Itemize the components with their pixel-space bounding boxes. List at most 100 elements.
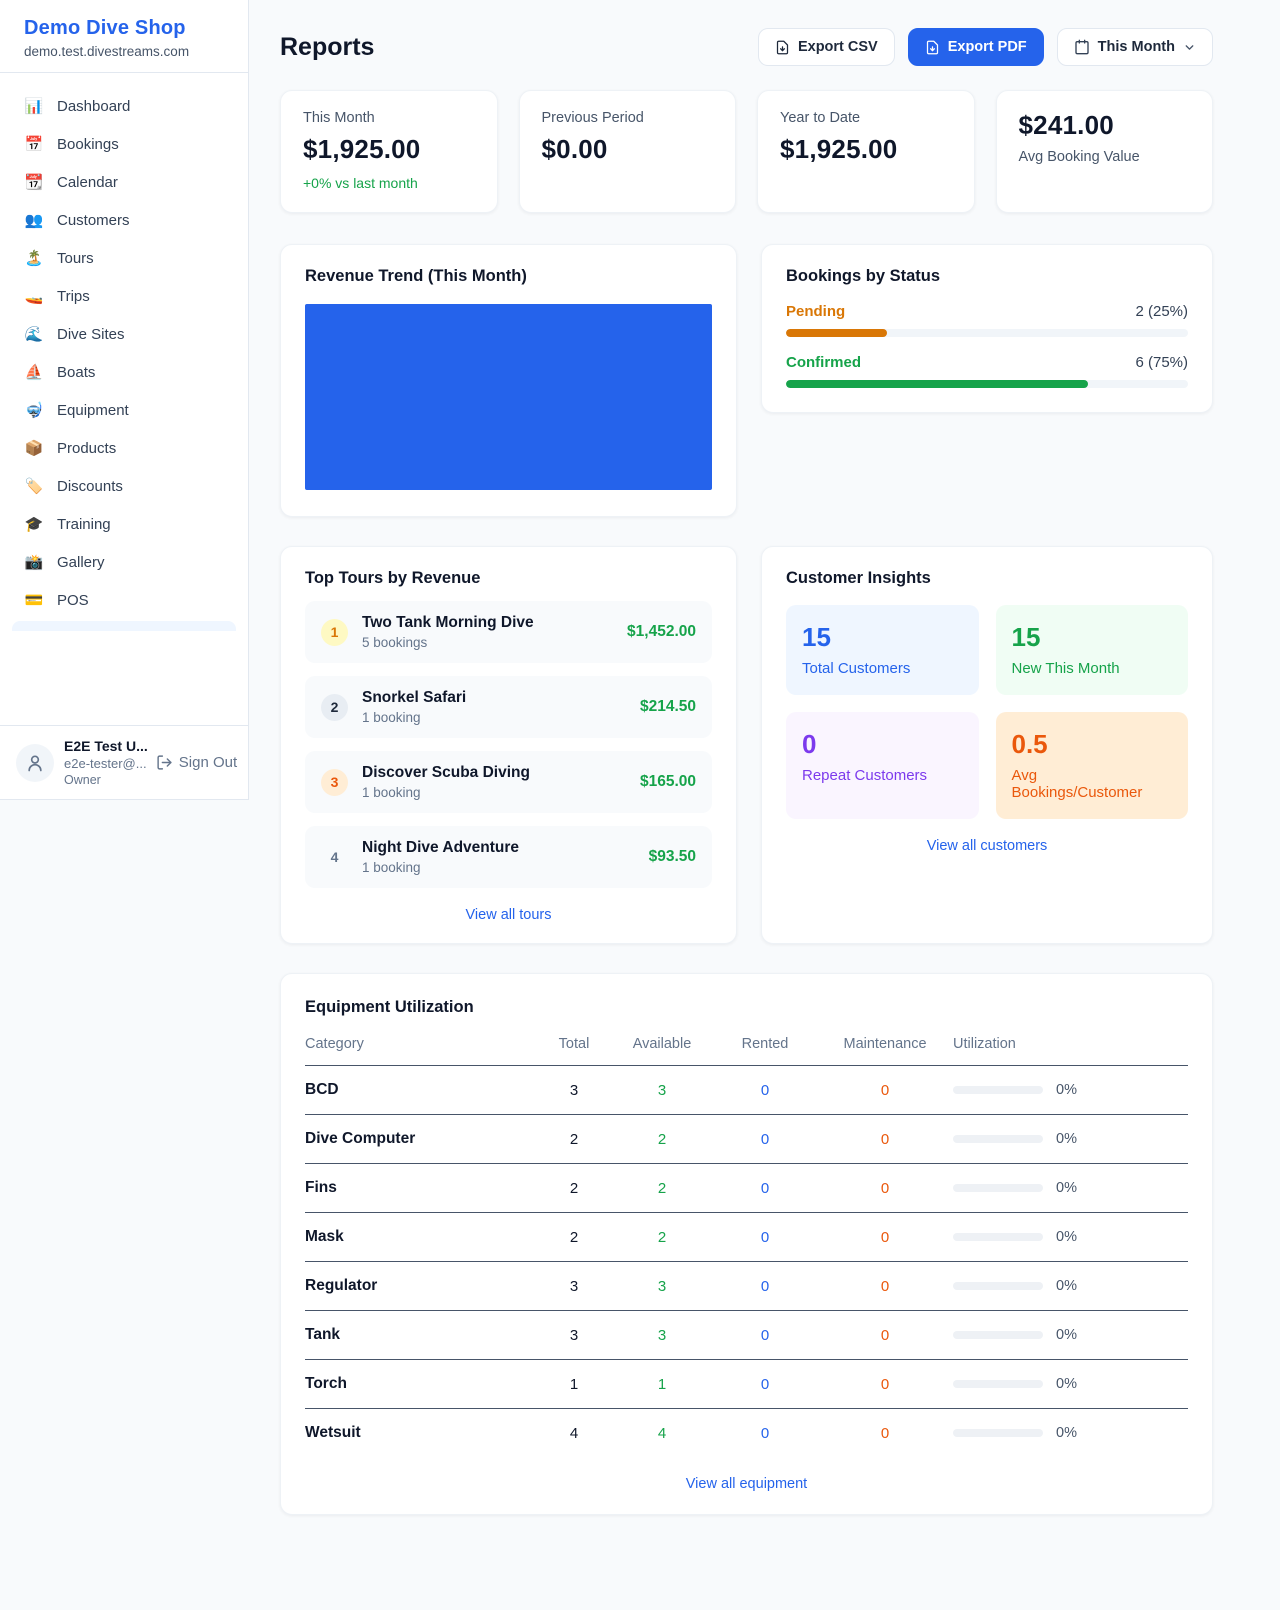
equipment-rented: 0 — [760, 1130, 770, 1148]
revenue-trend-title: Revenue Trend (This Month) — [305, 267, 527, 285]
sidebar-item-label: Dive Sites — [57, 325, 125, 343]
tile-repeat-customers: 0 Repeat Customers — [786, 712, 979, 819]
equipment-available: 3 — [657, 1326, 667, 1344]
tile-value: 15 — [1011, 622, 1041, 652]
sidebar-item-dashboard[interactable]: 📊 Dashboard — [12, 87, 236, 125]
sidebar-item-dive-sites[interactable]: 🌊 Dive Sites — [12, 315, 236, 353]
table-row: Mask 2 2 0 0 0% — [305, 1213, 1188, 1262]
col-category: Category — [305, 1036, 364, 1052]
sidebar-item-label: Trips — [57, 287, 90, 305]
sidebar-item-label: Bookings — [57, 135, 119, 153]
status-count: 6 (75%) — [1135, 354, 1188, 371]
equipment-total: 3 — [569, 1326, 579, 1344]
sidebar-item-label: Dashboard — [57, 97, 131, 115]
view-all-tours-link[interactable]: View all tours — [465, 907, 552, 923]
sidebar-item-calendar[interactable]: 📆 Calendar — [12, 163, 236, 201]
sidebar-item-reports-partial[interactable] — [12, 621, 236, 631]
table-row: Torch 1 1 0 0 0% — [305, 1360, 1188, 1409]
calendar-date-icon: 📅 — [24, 136, 44, 153]
utilization-percent: 0% — [1056, 1327, 1077, 1343]
sidebar-item-trips[interactable]: 🚤 Trips — [12, 277, 236, 315]
sidebar-item-products[interactable]: 📦 Products — [12, 429, 236, 467]
col-maintenance: Maintenance — [843, 1036, 927, 1052]
stat-value: $1,925.00 — [780, 134, 898, 164]
utilization-bar-track — [953, 1233, 1043, 1241]
sidebar-item-tours[interactable]: 🏝️ Tours — [12, 239, 236, 277]
sign-out-label: Sign Out — [178, 754, 238, 771]
equipment-utilization-cell: 0% — [953, 1131, 1188, 1147]
sidebar-item-label: Boats — [57, 363, 96, 381]
tile-value: 15 — [802, 622, 831, 652]
table-row: BCD 3 3 0 0 0% — [305, 1066, 1188, 1115]
view-all-equipment-link[interactable]: View all equipment — [685, 1476, 808, 1492]
sidebar-nav: 📊 Dashboard 📅 Bookings 📆 Calendar 👥 Cust… — [0, 73, 248, 725]
stat-card-year-to-date: Year to Date $1,925.00 — [757, 90, 975, 213]
file-download-icon — [776, 40, 789, 54]
utilization-percent: 0% — [1056, 1376, 1077, 1392]
col-utilization: Utilization — [953, 1036, 1016, 1052]
equipment-utilization-cell: 0% — [953, 1376, 1188, 1392]
credit-card-icon: 💳 — [24, 592, 44, 609]
revenue-trend-card: Revenue Trend (This Month) — [280, 244, 737, 517]
stat-card-previous-period: Previous Period $0.00 — [518, 90, 736, 213]
sign-out-button[interactable]: Sign Out — [156, 754, 237, 771]
status-label: Confirmed — [786, 354, 861, 371]
stat-delta: +0% vs last month — [303, 175, 418, 191]
equipment-maintenance: 0 — [880, 1130, 890, 1148]
equipment-maintenance: 0 — [880, 1179, 890, 1197]
sidebar-item-training[interactable]: 🎓 Training — [12, 505, 236, 543]
chevron-down-icon — [1185, 44, 1194, 50]
status-bar-fill — [786, 329, 887, 337]
speedboat-icon: 🚤 — [24, 288, 44, 305]
equipment-maintenance: 0 — [880, 1375, 890, 1393]
tile-value: 0.5 — [1011, 729, 1048, 759]
sidebar-item-label: Training — [57, 515, 111, 533]
equipment-category: Tank — [305, 1326, 341, 1343]
tear-off-calendar-icon: 📆 — [24, 174, 44, 191]
equipment-utilization-cell: 0% — [953, 1327, 1188, 1343]
utilization-percent: 0% — [1056, 1082, 1077, 1098]
export-csv-button[interactable]: Export CSV — [757, 28, 895, 66]
top-tours-title: Top Tours by Revenue — [305, 569, 481, 587]
col-available: Available — [632, 1036, 692, 1052]
sidebar-item-customers[interactable]: 👥 Customers — [12, 201, 236, 239]
sidebar-item-pos[interactable]: 💳 POS — [12, 581, 236, 619]
equipment-rented: 0 — [760, 1424, 770, 1442]
equipment-maintenance: 0 — [880, 1277, 890, 1295]
sidebar-item-boats[interactable]: ⛵ Boats — [12, 353, 236, 391]
customer-insights-title: Customer Insights — [786, 569, 931, 587]
sidebar-item-discounts[interactable]: 🏷️ Discounts — [12, 467, 236, 505]
sidebar-item-bookings[interactable]: 📅 Bookings — [12, 125, 236, 163]
bookings-by-status-card: Bookings by Status Pending 2 (25%) Confi… — [761, 244, 1213, 413]
equipment-total: 3 — [569, 1277, 579, 1295]
sidebar-item-equipment[interactable]: 🤿 Equipment — [12, 391, 236, 429]
status-label: Pending — [786, 303, 846, 320]
equipment-available: 3 — [657, 1081, 667, 1099]
equipment-available: 2 — [657, 1228, 667, 1246]
equipment-rented: 0 — [760, 1228, 770, 1246]
view-all-customers-link[interactable]: View all customers — [926, 838, 1048, 854]
equipment-rented: 0 — [760, 1179, 770, 1197]
equipment-utilization-title: Equipment Utilization — [305, 998, 474, 1016]
tile-new-this-month: 15 New This Month — [995, 605, 1188, 695]
equipment-utilization-cell: 0% — [953, 1180, 1188, 1196]
export-pdf-button[interactable]: Export PDF — [907, 28, 1044, 66]
utilization-bar-track — [953, 1429, 1043, 1437]
sidebar-user-footer: E2E Test U... e2e-tester@... Owner Sign … — [0, 725, 248, 799]
user-block: E2E Test U... e2e-tester@... Owner — [64, 738, 148, 787]
sidebar-item-label: Equipment — [57, 401, 129, 419]
sidebar-item-label: Products — [57, 439, 117, 457]
period-dropdown[interactable]: This Month — [1056, 28, 1213, 66]
camera-icon: 📸 — [24, 554, 44, 571]
equipment-available: 3 — [657, 1277, 667, 1295]
status-row-pending: Pending 2 (25%) — [786, 303, 1188, 337]
tile-label: Total Customers — [802, 660, 911, 677]
user-role: Owner — [64, 773, 101, 787]
tour-bookings: 5 bookings — [362, 635, 428, 650]
sidebar: Demo Dive Shop demo.test.divestreams.com… — [0, 0, 249, 800]
equipment-table-header: Category Total Available Rented Maintena… — [305, 1019, 1188, 1066]
sidebar-item-gallery[interactable]: 📸 Gallery — [12, 543, 236, 581]
user-email: e2e-tester@... — [64, 756, 147, 771]
tile-label: Avg Bookings/Customer — [1011, 767, 1143, 801]
equipment-utilization-card: Equipment Utilization Category Total Ava… — [280, 973, 1213, 1515]
